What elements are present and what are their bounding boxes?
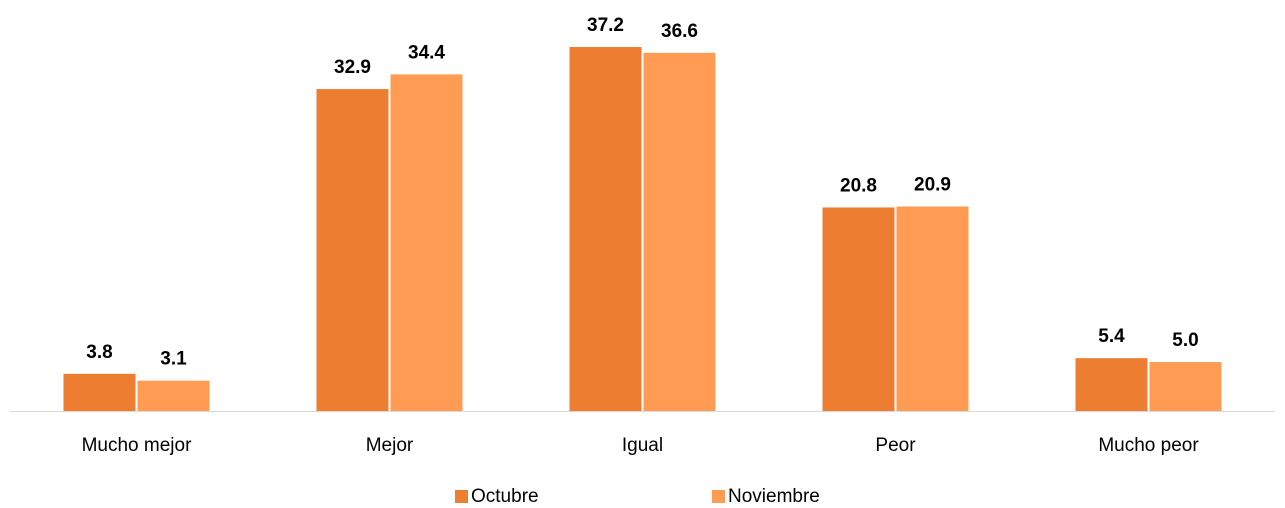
value-label: 36.6 <box>661 21 698 42</box>
x-tick-label: Mucho mejor <box>82 435 192 456</box>
bar <box>1075 358 1148 411</box>
bar <box>63 373 136 411</box>
bar <box>569 47 642 411</box>
bar <box>896 206 969 411</box>
x-tick-label: Peor <box>875 435 916 456</box>
legend-swatch <box>712 490 725 503</box>
bar <box>390 74 463 411</box>
x-tick-label: Mucho peor <box>1098 435 1199 456</box>
bar <box>1149 362 1222 411</box>
x-tick-label: Igual <box>622 435 663 456</box>
value-label: 20.9 <box>914 175 951 196</box>
value-label: 34.4 <box>408 42 445 63</box>
legend-swatch <box>455 490 468 503</box>
legend-label: Octubre <box>471 486 539 507</box>
value-label: 3.8 <box>86 342 112 363</box>
value-label: 5.4 <box>1098 326 1125 347</box>
bar <box>137 380 210 411</box>
bar <box>643 52 716 411</box>
x-tick-label: Mejor <box>366 435 414 456</box>
value-label: 3.1 <box>160 349 187 370</box>
value-label: 37.2 <box>587 15 624 36</box>
bar <box>822 207 895 411</box>
value-label: 5.0 <box>1172 330 1198 351</box>
legend-label: Noviembre <box>728 486 820 507</box>
value-label: 32.9 <box>334 57 371 78</box>
value-label: 20.8 <box>840 175 877 196</box>
bar <box>316 89 389 412</box>
